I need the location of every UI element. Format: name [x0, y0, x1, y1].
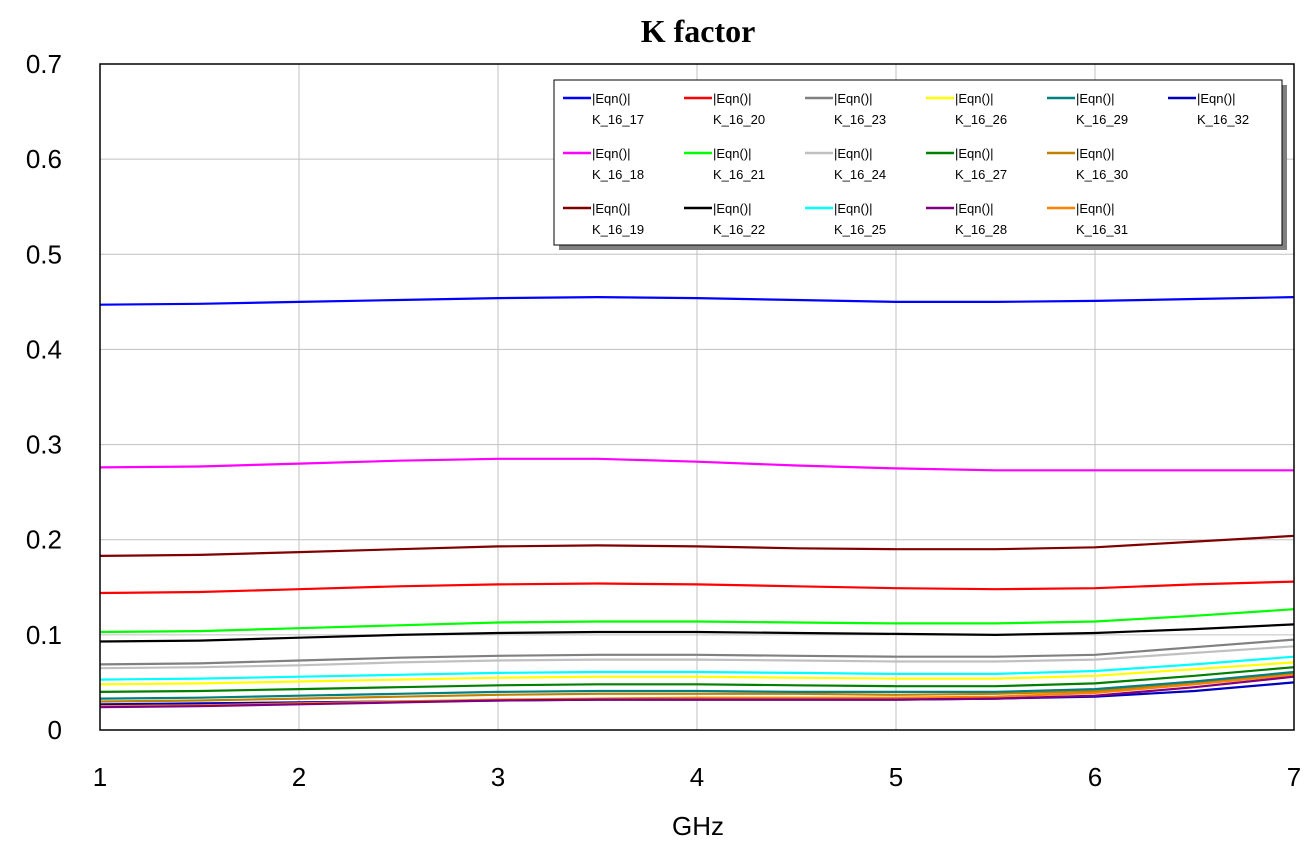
y-axis-ticks: 0 0.1 0.2 0.3 0.4 0.5 0.6 0.7 [26, 49, 62, 745]
legend-label-line2: K_16_32 [1197, 112, 1249, 127]
x-axis-ticks: 1 2 3 4 5 6 7 [93, 762, 1301, 792]
legend-label-line1: |Eqn()| [1076, 91, 1115, 106]
legend-label-line1: |Eqn()| [1076, 146, 1115, 161]
series-line-k-16-26 [99, 661, 1295, 686]
legend-label-line1: |Eqn()| [592, 146, 631, 161]
legend-item-k-16-28: |Eqn()| K_16_28 [926, 201, 1007, 237]
legend-item-k-16-23: |Eqn()| K_16_23 [805, 91, 886, 127]
y-tick-label: 0.5 [26, 239, 62, 269]
legend-label-line1: |Eqn()| [1076, 201, 1115, 216]
legend-item-k-16-29: |Eqn()| K_16_29 [1047, 91, 1128, 127]
legend-box [553, 79, 1283, 246]
legend-item-k-16-32: |Eqn()| K_16_32 [1168, 91, 1249, 127]
legend-item-k-16-21: |Eqn()| K_16_21 [684, 146, 765, 182]
legend-label-line2: K_16_20 [713, 112, 765, 127]
y-tick-label: 0.4 [26, 334, 62, 364]
x-tick-label: 4 [690, 762, 704, 792]
series-layer [99, 296, 1295, 709]
legend-label-line2: K_16_19 [592, 222, 644, 237]
legend-label-line1: |Eqn()| [713, 91, 752, 106]
legend-item-k-16-17: |Eqn()| K_16_17 [563, 91, 644, 127]
legend-item-k-16-25: |Eqn()| K_16_25 [805, 201, 886, 237]
chart-title: K factor [641, 13, 756, 49]
series-line-k-16-24 [99, 645, 1295, 670]
legend-label-line1: |Eqn()| [955, 146, 994, 161]
legend-item-k-16-30: |Eqn()| K_16_30 [1047, 146, 1128, 182]
legend-label-line2: K_16_17 [592, 112, 644, 127]
x-axis-label: GHz [672, 811, 724, 841]
legend-label-line1: |Eqn()| [834, 91, 873, 106]
legend-label-line1: |Eqn()| [834, 146, 873, 161]
x-tick-label: 7 [1287, 762, 1301, 792]
y-tick-label: 0.7 [26, 49, 62, 79]
series-line-k-16-21 [99, 608, 1295, 634]
legend-label-line1: |Eqn()| [713, 201, 752, 216]
legend-item-k-16-20: |Eqn()| K_16_20 [684, 91, 765, 127]
series-line-k-16-30 [99, 671, 1295, 703]
y-tick-label: 0.3 [26, 430, 62, 460]
series-line-k-16-20 [99, 580, 1295, 595]
legend: |Eqn()| K_16_17 |Eqn()| K_16_20 |Eqn()| K_16_… [553, 79, 1287, 250]
legend-label-line2: K_16_25 [834, 222, 886, 237]
legend-items: |Eqn()| K_16_17 |Eqn()| K_16_20 |Eqn()| K_16_… [563, 91, 1249, 237]
legend-label-line1: |Eqn()| [955, 91, 994, 106]
x-tick-label: 2 [292, 762, 306, 792]
legend-label-line2: K_16_26 [955, 112, 1007, 127]
legend-label-line2: K_16_21 [713, 167, 765, 182]
series-line-k-16-19 [99, 534, 1295, 557]
legend-label-line2: K_16_23 [834, 112, 886, 127]
legend-item-k-16-26: |Eqn()| K_16_26 [926, 91, 1007, 127]
series-line-k-16-29 [99, 670, 1295, 700]
series-line-k-16-18 [99, 457, 1294, 472]
legend-item-k-16-22: |Eqn()| K_16_22 [684, 201, 765, 237]
legend-label-line2: K_16_24 [834, 167, 886, 182]
y-tick-label: 0.2 [26, 525, 62, 555]
legend-label-line2: K_16_28 [955, 222, 1007, 237]
x-tick-label: 5 [889, 762, 903, 792]
legend-item-k-16-27: |Eqn()| K_16_27 [926, 146, 1007, 182]
series-line-k-16-22 [99, 623, 1295, 643]
legend-label-line2: K_16_30 [1076, 167, 1128, 182]
y-tick-label: 0.6 [26, 144, 62, 174]
legend-label-line2: K_16_22 [713, 222, 765, 237]
legend-label-line1: |Eqn()| [713, 146, 752, 161]
legend-label-line1: |Eqn()| [592, 201, 631, 216]
legend-item-k-16-18: |Eqn()| K_16_18 [563, 146, 644, 182]
x-tick-label: 3 [491, 762, 505, 792]
y-tick-label: 0.1 [26, 620, 62, 650]
legend-label-line1: |Eqn()| [1197, 91, 1236, 106]
x-tick-label: 1 [93, 762, 107, 792]
legend-label-line2: K_16_31 [1076, 222, 1128, 237]
series-line-k-16-28 [99, 675, 1295, 709]
legend-item-k-16-24: |Eqn()| K_16_24 [805, 146, 886, 182]
series-line-k-16-23 [99, 638, 1295, 666]
legend-label-line2: K_16_18 [592, 167, 644, 182]
legend-label-line1: |Eqn()| [592, 91, 631, 106]
x-tick-label: 6 [1088, 762, 1102, 792]
legend-item-k-16-31: |Eqn()| K_16_31 [1047, 201, 1128, 237]
legend-label-line1: |Eqn()| [955, 201, 994, 216]
series-line-k-16-27 [99, 666, 1295, 693]
legend-label-line2: K_16_29 [1076, 112, 1128, 127]
legend-label-line2: K_16_27 [955, 167, 1007, 182]
series-line-k-16-25 [99, 655, 1295, 681]
legend-item-k-16-19: |Eqn()| K_16_19 [563, 201, 644, 237]
y-tick-label: 0 [48, 715, 62, 745]
series-line-k-16-17 [99, 296, 1295, 306]
plot-frame [99, 63, 1295, 731]
legend-label-line1: |Eqn()| [834, 201, 873, 216]
